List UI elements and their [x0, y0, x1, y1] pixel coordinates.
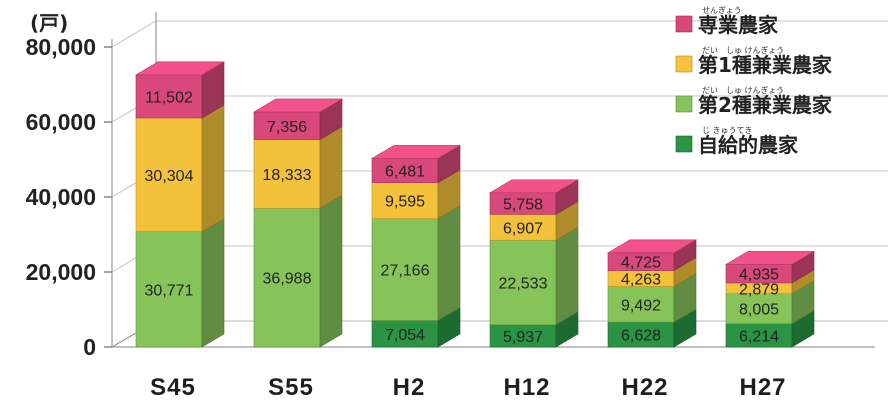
- y-tick-label: 80,000: [26, 34, 96, 60]
- legend-label: 第1種兼業農家: [698, 53, 833, 77]
- bar-value-label: 6,907: [503, 220, 543, 237]
- bar-value-label: 5,937: [503, 329, 543, 346]
- bar-segment-top: [134, 61, 226, 76]
- legend-label: 第2種兼業農家: [698, 93, 833, 117]
- bar-value-label: 27,166: [381, 263, 430, 280]
- bar-segment-side: [201, 104, 225, 233]
- legend-swatch: [675, 15, 693, 33]
- value-label-layer: 30,771 30,304 11,502 36,988 18,333 7,356 7,054…: [145, 89, 780, 345]
- bar-segment-side: [319, 194, 343, 348]
- unit-label: (戸): [30, 11, 68, 35]
- bar-value-label: 4,725: [621, 255, 661, 272]
- legend-furigana: だい しゅ けんぎょう: [702, 85, 784, 95]
- bar-value-label: 7,054: [385, 327, 425, 344]
- bar-segment-front: [371, 158, 439, 183]
- bar-segment-front: [607, 321, 675, 348]
- bar-segment-top: [724, 251, 816, 265]
- bar-segment-front: [135, 74, 203, 119]
- bar-value-label: 9,595: [385, 194, 425, 211]
- legend-label: 自給的農家: [698, 133, 799, 157]
- bar-segment-side: [319, 126, 343, 209]
- legend-furigana: じ きゅうてき: [702, 126, 752, 135]
- bar-segment-front: [371, 218, 439, 321]
- x-category-label: H2: [393, 374, 426, 401]
- legend-swatch: [675, 55, 693, 73]
- x-category-label: S55: [268, 374, 314, 401]
- bar-segment-top: [606, 239, 698, 254]
- bar-segment-side: [201, 218, 225, 348]
- bar-segment-front: [135, 117, 203, 232]
- bar-value-label: 11,502: [145, 89, 193, 106]
- bar-value-label: 30,304: [145, 168, 194, 185]
- bar-segment-front: [489, 239, 557, 326]
- y-tick-label: 60,000: [26, 109, 96, 135]
- bar-value-label: 36,988: [263, 271, 312, 288]
- bar-segment-top: [370, 145, 462, 159]
- x-category-label: H27: [739, 374, 786, 401]
- axis-layer: 0 20,000 40,000 60,000 80,000 S45 S55 H2 H12 H22 H…: [26, 12, 888, 401]
- y-tick-label: 40,000: [26, 184, 96, 210]
- bar-value-label: 30,771: [145, 282, 194, 299]
- bar-value-label: 22,533: [499, 275, 548, 292]
- legend-furigana: だい しゅ けんぎょう: [702, 45, 784, 55]
- bar-segment-side: [555, 226, 579, 326]
- bar-value-label: 4,263: [621, 272, 661, 289]
- bar-segment-top: [488, 179, 580, 194]
- y-tick-label: 20,000: [26, 259, 96, 285]
- bar-value-label: 7,356: [267, 119, 307, 136]
- legend-furigana: せんぎょう: [702, 5, 742, 15]
- legend-label: 専業農家: [698, 13, 779, 37]
- bar-value-label: 6,214: [739, 328, 779, 345]
- bar-value-label: 6,481: [385, 164, 425, 181]
- y-tick-label: 0: [83, 334, 96, 360]
- x-category-label: S45: [150, 374, 196, 401]
- bar-value-label: 8,005: [739, 302, 779, 319]
- bar-segment-front: [253, 139, 321, 209]
- legend-swatch: [675, 95, 693, 113]
- bar-value-label: 5,758: [503, 197, 543, 214]
- x-category-label: H22: [621, 374, 668, 401]
- bar-segment-front: [135, 231, 203, 348]
- bar-value-label: 2,879: [739, 281, 779, 298]
- bar-segment-front: [253, 111, 321, 140]
- bar-value-label: 4,935: [739, 267, 779, 284]
- bar-segment-side: [437, 205, 461, 322]
- bar-segment-top: [252, 98, 344, 113]
- bar-value-label: 18,333: [263, 167, 312, 184]
- legend-swatch: [675, 135, 693, 153]
- bar-segment-front: [253, 207, 321, 348]
- bar-value-label: 6,628: [621, 328, 661, 345]
- bar-segment-front: [607, 286, 675, 323]
- bar-segment-front: [725, 293, 793, 324]
- x-category-label: H12: [503, 374, 550, 401]
- bar-value-label: 9,492: [621, 297, 661, 314]
- bar-layer: [134, 61, 816, 348]
